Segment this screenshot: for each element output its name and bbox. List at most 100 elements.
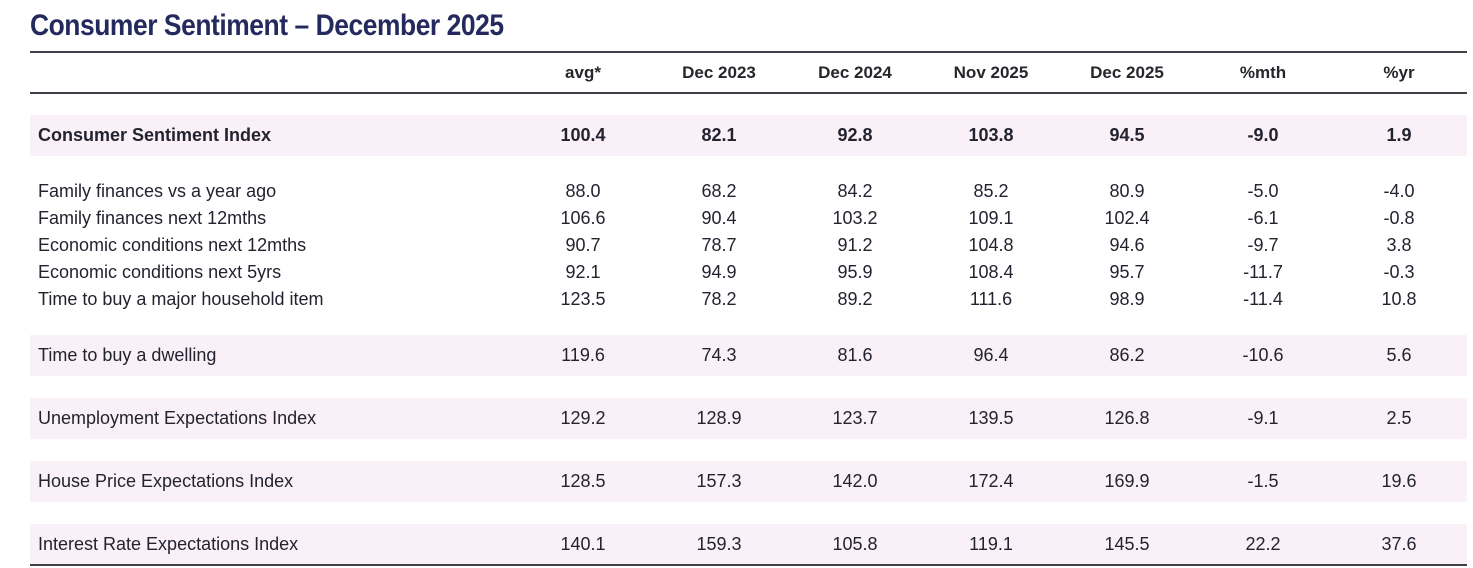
- sentiment-table: avg* Dec 2023 Dec 2024 Nov 2025 Dec 2025 %mth…: [30, 51, 1467, 566]
- cell-value: -1.5: [1247, 471, 1279, 491]
- cell-value: 123.5: [560, 289, 606, 309]
- cell-value: 119.6: [561, 345, 605, 365]
- row-label: Economic conditions next 12mths: [38, 235, 307, 255]
- cell-value: -4.0: [1383, 181, 1415, 201]
- row-label: Time to buy a major household item: [38, 289, 324, 309]
- cell-value: 172.4: [968, 471, 1014, 491]
- cell-value: -0.3: [1383, 262, 1415, 282]
- column-header: %mth: [1195, 52, 1331, 94]
- cell-value: -9.7: [1247, 235, 1279, 255]
- cell-value: 140.1: [560, 533, 606, 554]
- row-label: Unemployment Expectations Index: [38, 408, 317, 428]
- cell-value: 90.4: [701, 208, 737, 228]
- cell-value: 105.8: [832, 533, 878, 554]
- spacer-cell: [30, 156, 1467, 178]
- row-label: Economic conditions next 5yrs: [38, 262, 282, 282]
- cell-value: 86.2: [1109, 345, 1145, 365]
- cell-value: 2.5: [1386, 408, 1412, 428]
- cell-value: 159.3: [696, 533, 742, 554]
- row-label: Time to buy a dwelling: [38, 345, 217, 365]
- cell-value: 139.5: [968, 408, 1014, 428]
- page-title: Consumer Sentiment – December 2025: [30, 8, 1473, 43]
- column-header: %yr: [1331, 52, 1467, 94]
- spacer-cell: [30, 439, 1467, 461]
- cell-value: 80.9: [1109, 181, 1145, 201]
- cell-value: -5.0: [1247, 181, 1279, 201]
- column-header: Nov 2025: [923, 52, 1059, 94]
- cell-value: -10.6: [1242, 345, 1284, 365]
- cell-value: -6.1: [1247, 208, 1279, 228]
- cell-value: 108.4: [968, 262, 1014, 282]
- cell-value: 103.8: [968, 125, 1014, 145]
- cell-value: -0.8: [1383, 208, 1415, 228]
- cell-value: 22.2: [1245, 533, 1281, 554]
- table-header: avg* Dec 2023 Dec 2024 Nov 2025 Dec 2025 %mth…: [30, 52, 1467, 94]
- table-row: Family finances vs a year ago 88.0 68.2 84.…: [30, 178, 1467, 205]
- table-body: Consumer Sentiment Index 100.4 82.1 92.8 103…: [30, 93, 1467, 565]
- cell-value: 89.2: [837, 289, 873, 309]
- table-row: Economic conditions next 12mths 90.7 78.7 9…: [30, 232, 1467, 259]
- cell-value: 145.5: [1104, 533, 1150, 554]
- spacer-row: [30, 439, 1467, 461]
- cell-value: 104.8: [968, 235, 1014, 255]
- cell-value: 19.6: [1381, 471, 1417, 491]
- cell-value: 98.9: [1109, 289, 1145, 309]
- cell-value: 94.5: [1109, 125, 1145, 145]
- cell-value: 95.7: [1109, 262, 1145, 282]
- table-row: Time to buy a dwelling 119.6 74.3 81.6 96.4 8…: [30, 335, 1467, 376]
- row-label: Interest Rate Expectations Index: [38, 533, 299, 554]
- column-header: avg*: [515, 52, 651, 94]
- spacer-cell: [30, 313, 1467, 335]
- row-label: Family finances next 12mths: [38, 208, 267, 228]
- cell-value: 81.6: [837, 345, 873, 365]
- cell-value: 102.4: [1104, 208, 1150, 228]
- cell-value: 119.1: [969, 533, 1013, 554]
- cell-value: 37.6: [1381, 533, 1417, 554]
- cell-value: 123.7: [832, 408, 878, 428]
- cell-value: 78.2: [701, 289, 737, 309]
- cell-value: 169.9: [1104, 471, 1150, 491]
- cell-value: 68.2: [701, 181, 737, 201]
- column-header: Dec 2025: [1059, 52, 1195, 94]
- cell-value: 88.0: [565, 181, 601, 201]
- cell-value: 94.9: [701, 262, 737, 282]
- cell-value: 92.8: [837, 125, 873, 145]
- cell-value: 157.3: [696, 471, 742, 491]
- row-label: Family finances vs a year ago: [38, 181, 277, 201]
- table-row: House Price Expectations Index 128.5 157.3…: [30, 461, 1467, 502]
- spacer-row: [30, 313, 1467, 335]
- spacer-row: [30, 502, 1467, 524]
- cell-value: 85.2: [973, 181, 1009, 201]
- cell-value: 96.4: [973, 345, 1009, 365]
- cell-value: 129.2: [560, 408, 606, 428]
- spacer-cell: [30, 93, 1467, 115]
- table-row: Time to buy a major household item 123.5 7…: [30, 286, 1467, 313]
- cell-value: -11.7: [1243, 262, 1283, 282]
- cell-value: 128.9: [696, 408, 742, 428]
- spacer-row: [30, 93, 1467, 115]
- table-row: Unemployment Expectations Index 129.2 128.…: [30, 398, 1467, 439]
- table-row: Consumer Sentiment Index 100.4 82.1 92.8 103…: [30, 115, 1467, 156]
- cell-value: 111.6: [969, 289, 1013, 309]
- spacer-cell: [30, 502, 1467, 524]
- cell-value: 82.1: [701, 125, 737, 145]
- cell-value: 90.7: [565, 235, 601, 255]
- cell-value: 100.4: [560, 125, 606, 145]
- cell-value: -11.4: [1243, 289, 1283, 309]
- column-header: Dec 2024: [787, 52, 923, 94]
- column-header: Dec 2023: [651, 52, 787, 94]
- cell-value: 1.9: [1386, 125, 1412, 145]
- header-cell-label: [30, 52, 515, 94]
- cell-value: 91.2: [837, 235, 873, 255]
- cell-value: 78.7: [701, 235, 737, 255]
- cell-value: 3.8: [1386, 235, 1412, 255]
- table-row: Family finances next 12mths 106.6 90.4 103.…: [30, 205, 1467, 232]
- cell-value: -9.1: [1247, 408, 1279, 428]
- cell-value: 142.0: [832, 471, 878, 491]
- spacer-row: [30, 156, 1467, 178]
- cell-value: 10.8: [1381, 289, 1417, 309]
- cell-value: 106.6: [560, 208, 606, 228]
- page-title-text: Consumer Sentiment – December 2025: [30, 9, 504, 42]
- cell-value: 95.9: [837, 262, 873, 282]
